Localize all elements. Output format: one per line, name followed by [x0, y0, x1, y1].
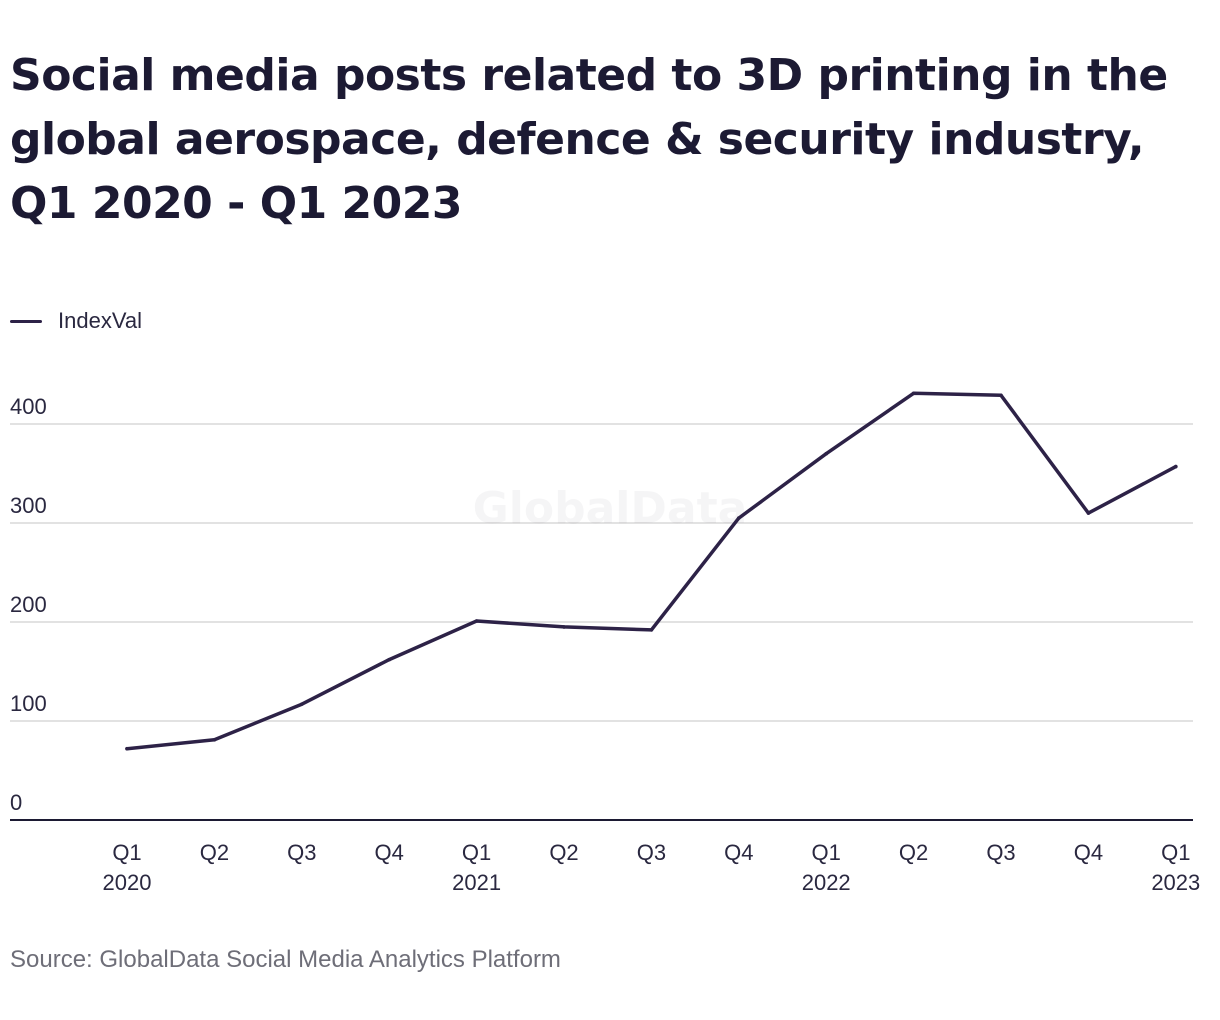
x-tick-label-4: Q1: [462, 840, 491, 865]
line-chart: GlobalData 0 100 200 300 400 Q1 2020 Q2 Q3 Q4 Q1 2…: [10, 391, 1201, 895]
data-point-0-4: [474, 619, 479, 623]
chart-legend: IndexVal: [10, 306, 142, 336]
data-point-0-6: [649, 628, 654, 632]
x-tick-year-12: 2023: [1151, 870, 1200, 895]
legend-label-indexval: IndexVal: [58, 308, 142, 333]
x-tick-label-8: Q1: [812, 840, 841, 865]
data-point-0-5: [562, 625, 566, 629]
x-tick-label-3: Q4: [375, 840, 404, 865]
data-point-0-8: [824, 451, 828, 456]
data-point-0-2: [300, 702, 304, 706]
y-tick-label-100: 100: [10, 691, 47, 716]
chart-title: Social media posts related to 3D printin…: [10, 50, 1168, 229]
legend-swatch-indexval: [10, 319, 42, 323]
data-point-0-12: [1174, 464, 1178, 469]
data-point-0-9: [911, 391, 916, 396]
x-tick-label-0: Q1: [112, 840, 141, 865]
x-tick-label-2: Q3: [287, 840, 316, 865]
data-point-0-10: [999, 393, 1003, 398]
x-axis-ticks: Q1 2020 Q2 Q3 Q4 Q1 2021 Q2 Q3 Q4 Q1 2022 Q2 Q3 Q4 Q1 20…: [103, 840, 1201, 895]
x-tick-label-12: Q1: [1161, 840, 1190, 865]
x-tick-label-6: Q3: [637, 840, 666, 865]
y-tick-label-200: 200: [10, 592, 47, 617]
data-point-0-0: [125, 746, 129, 751]
data-point-0-7: [737, 516, 741, 520]
x-tick-label-1: Q2: [200, 840, 229, 865]
data-point-0-1: [212, 738, 217, 742]
x-tick-year-0: 2020: [103, 870, 152, 895]
y-axis-ticks: 0 100 200 300 400: [10, 394, 47, 815]
series-layer: [125, 391, 1178, 751]
y-tick-label-400: 400: [10, 394, 47, 419]
x-tick-year-4: 2021: [452, 870, 501, 895]
x-tick-year-8: 2022: [802, 870, 851, 895]
data-point-0-11: [1086, 511, 1091, 515]
x-tick-label-10: Q3: [986, 840, 1015, 865]
y-tick-label-0: 0: [10, 790, 22, 815]
x-tick-label-7: Q4: [724, 840, 753, 865]
y-tick-label-300: 300: [10, 493, 47, 518]
series-line-0: [125, 391, 1178, 751]
x-tick-label-5: Q2: [549, 840, 578, 865]
gridlines: [10, 423, 1193, 722]
data-point-0-3: [387, 657, 392, 662]
x-tick-label-11: Q4: [1074, 840, 1103, 865]
source-note: Source: GlobalData Social Media Analytic…: [10, 946, 561, 973]
watermark-text: GlobalData: [473, 483, 748, 534]
x-tick-label-9: Q2: [899, 840, 928, 865]
